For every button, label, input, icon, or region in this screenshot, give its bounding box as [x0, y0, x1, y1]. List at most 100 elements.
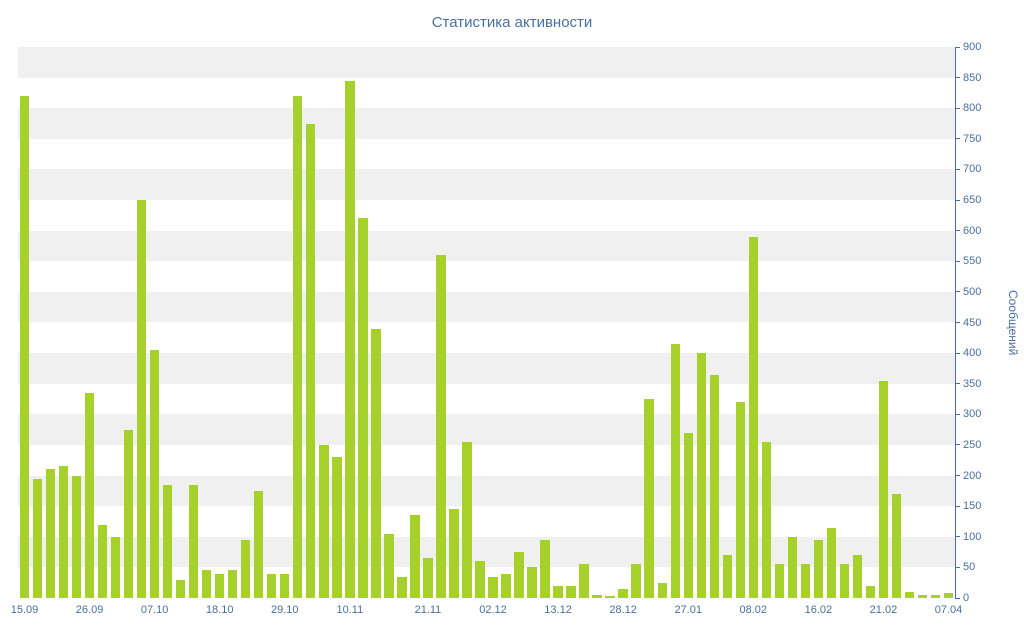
grid-band [18, 475, 955, 507]
y-axis-tick [955, 352, 960, 354]
bar [228, 570, 238, 598]
x-axis-label: 29.10 [271, 604, 299, 616]
bar [709, 374, 719, 598]
y-axis-label: 100 [963, 530, 982, 543]
bar [267, 573, 277, 598]
x-axis-label: 21.02 [869, 604, 898, 616]
bar [449, 509, 459, 598]
bar [839, 564, 850, 598]
bar [410, 515, 420, 598]
bar [19, 95, 30, 598]
bar [761, 441, 771, 598]
bar [800, 564, 810, 598]
bar [878, 380, 889, 598]
bar [735, 402, 745, 598]
grid-band [18, 353, 955, 384]
y-axis-label: 50 [963, 561, 976, 574]
chart-title: Статистика активности [431, 14, 593, 31]
bar [280, 573, 290, 598]
bar [254, 490, 264, 598]
grid-band [18, 230, 955, 262]
bar [579, 564, 589, 598]
y-axis-tick [955, 199, 960, 201]
x-axis-label: 26.09 [75, 604, 104, 616]
bar [45, 469, 56, 598]
y-axis-label: 500 [963, 285, 982, 298]
y-axis-label: 800 [963, 102, 982, 115]
y-axis-label: 700 [963, 163, 982, 176]
bar [696, 353, 706, 598]
y-axis-label: 250 [963, 438, 982, 451]
y-axis-tick [955, 413, 960, 415]
y-axis-tick [955, 291, 960, 293]
grid-band [18, 414, 955, 445]
bar [566, 585, 576, 598]
bar [865, 585, 876, 598]
grid-band [18, 567, 955, 598]
x-axis-label: 28.12 [609, 604, 637, 616]
x-axis-label: 08.02 [739, 604, 768, 616]
x-axis-label: 16.02 [804, 604, 833, 616]
y-axis-label: 200 [963, 469, 982, 482]
y-axis-tick [955, 505, 960, 507]
bar [462, 441, 472, 598]
bar [58, 466, 69, 598]
y-axis-label: 0 [963, 592, 970, 604]
bar [423, 558, 433, 598]
bar [319, 444, 329, 598]
x-axis-label: 07.04 [934, 604, 963, 616]
plot-area [18, 47, 956, 598]
bar [917, 594, 928, 598]
bar [32, 478, 43, 598]
grid-band [18, 77, 955, 109]
bar [657, 582, 667, 598]
y-axis-tick [955, 230, 960, 232]
bar [553, 585, 563, 598]
bar [631, 564, 641, 598]
y-axis-label: 600 [963, 224, 982, 237]
grid-band [18, 138, 955, 170]
bar [306, 123, 316, 598]
x-axis-label: 27.01 [674, 604, 702, 616]
bar [384, 533, 394, 598]
bar [852, 555, 863, 598]
x-axis-label: 07.10 [140, 604, 169, 616]
y-axis-tick [955, 383, 960, 385]
bar [618, 588, 628, 598]
bar [904, 591, 915, 598]
bar [774, 564, 784, 598]
grid-band [18, 383, 955, 415]
bar [605, 596, 615, 598]
bar [202, 570, 212, 598]
y-axis-tick [955, 138, 960, 140]
bar [527, 567, 537, 598]
bar [97, 524, 108, 598]
y-axis-tick [955, 322, 960, 323]
bar [475, 561, 485, 598]
x-axis-label: 15.09 [10, 604, 39, 616]
bar [345, 80, 355, 598]
bar [332, 457, 342, 598]
y-axis-tick [955, 260, 960, 262]
x-axis-label: 18.10 [205, 604, 234, 616]
bar [189, 484, 199, 598]
y-axis-label: 350 [963, 377, 982, 390]
bar [813, 539, 824, 598]
grid-band [18, 200, 955, 231]
bar [71, 475, 82, 598]
bar [175, 579, 186, 598]
y-axis-label: 850 [963, 71, 982, 84]
bar [514, 552, 524, 598]
grid-band [18, 536, 955, 568]
y-axis-tick [955, 597, 960, 599]
grid-band [18, 261, 955, 292]
bar [501, 573, 511, 598]
grid-band [18, 506, 955, 537]
bar [943, 593, 954, 598]
x-axis-label: 10.11 [336, 604, 364, 616]
bar [358, 218, 368, 598]
y-axis-tick [955, 46, 960, 48]
bar [293, 95, 303, 598]
bar [787, 536, 797, 598]
